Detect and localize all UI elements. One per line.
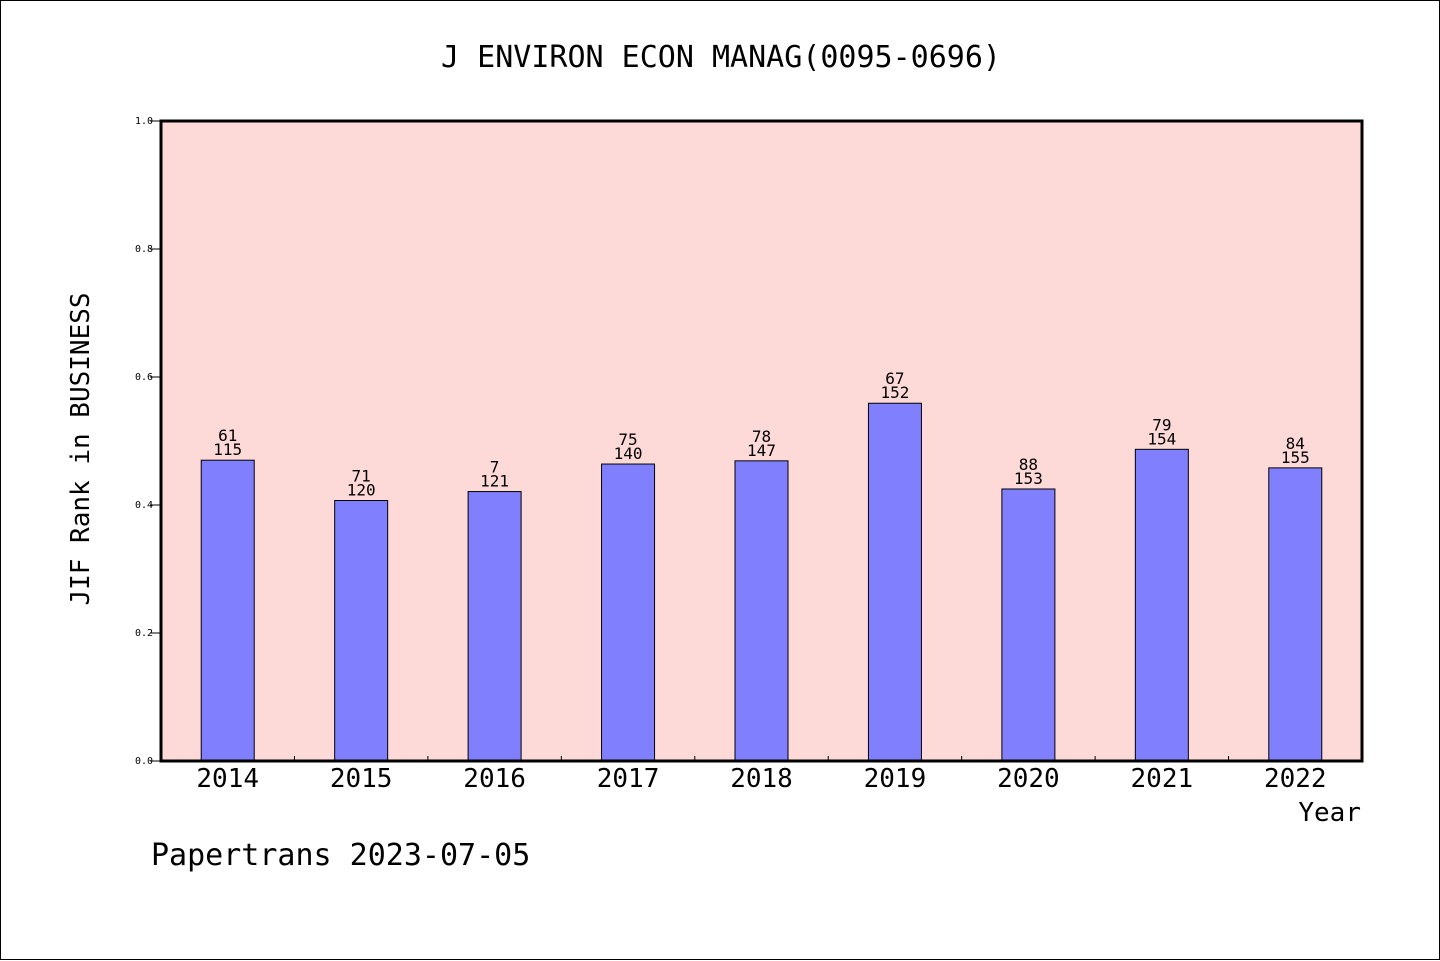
y-tick-label: 0.6 [135, 372, 153, 383]
x-tick-label: 2019 [864, 764, 927, 794]
y-tick-label: 0.0 [135, 756, 153, 767]
x-tick-label: 2014 [196, 764, 259, 794]
bar-label-total: 155 [1281, 448, 1310, 467]
x-axis: 2014 2015 2016 2017 2018 2019 2020 2021 2022 [196, 756, 1327, 794]
x-tick-label: 2018 [730, 764, 793, 794]
bar [1001, 488, 1056, 762]
bar-label-rank: 79 [1152, 415, 1171, 434]
bar-label-rank: 84 [1286, 434, 1305, 453]
plot-border [159, 119, 1364, 763]
bar-label-rank: 67 [885, 369, 904, 388]
y-tick-label: 0.4 [135, 500, 153, 511]
bar-label-total: 121 [480, 472, 509, 491]
bar [1268, 467, 1323, 762]
bar-label-total: 153 [1014, 469, 1043, 488]
bar [334, 500, 389, 762]
bar-label-rank: 61 [218, 426, 237, 445]
y-tick-label: 0.8 [135, 244, 153, 255]
chart-title: J ENVIRON ECON MANAG(0095-0696) [441, 40, 1001, 75]
bar [1134, 448, 1189, 762]
bar-label-rank: 7 [490, 458, 500, 477]
y-axis-label: JIF Rank in BUSINESS [66, 292, 96, 605]
x-tick-label: 2020 [997, 764, 1060, 794]
bar [867, 402, 922, 762]
x-tick-label: 2015 [330, 764, 393, 794]
x-tick-label: 2016 [463, 764, 526, 794]
bar-label-total: 154 [1147, 429, 1176, 448]
y-tick-label: 1.0 [135, 116, 153, 127]
bar-label-rank: 88 [1019, 455, 1038, 474]
bar [200, 459, 255, 762]
footer-credit: Papertrans 2023-07-05 [151, 838, 530, 873]
bar-label-total: 140 [614, 444, 643, 463]
bar [734, 460, 789, 762]
y-axis: 0.0 0.2 0.4 0.6 0.8 1.0 [135, 116, 161, 767]
bar-label-rank: 78 [752, 427, 771, 446]
bar-label-rank: 75 [618, 430, 637, 449]
bar [467, 491, 522, 762]
x-tick-label: 2017 [597, 764, 660, 794]
bar-label-rank: 71 [352, 467, 371, 486]
x-tick-label: 2021 [1131, 764, 1194, 794]
y-tick-label: 0.2 [135, 628, 153, 639]
bar-label-total: 120 [347, 481, 376, 500]
x-axis-label: Year [1298, 798, 1361, 828]
bar-label-total: 115 [213, 440, 242, 459]
x-tick-label: 2022 [1264, 764, 1327, 794]
bar [601, 463, 656, 762]
bar-label-total: 152 [880, 383, 909, 402]
bar-label-total: 147 [747, 441, 776, 460]
